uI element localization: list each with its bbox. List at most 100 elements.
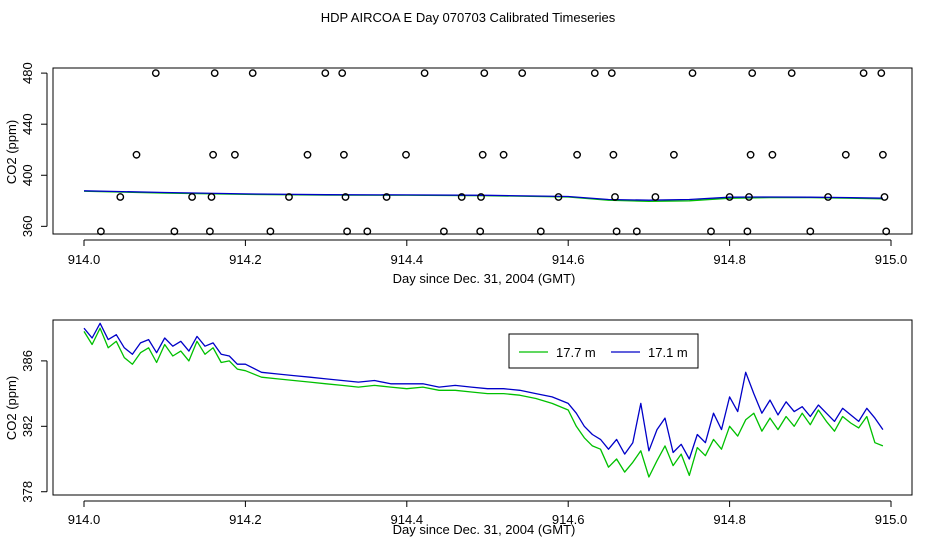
- top-x-axis-label: Day since Dec. 31, 2004 (GMT): [393, 271, 576, 286]
- top-y-axis: 360 400 440 480: [20, 62, 48, 237]
- x-tick-label: 915.0: [875, 512, 908, 527]
- calibration-point: [303, 150, 312, 159]
- bottom-y-axis-label: CO2 (ppm): [4, 376, 19, 440]
- calibration-point: [573, 150, 581, 159]
- y-tick-label: 440: [20, 113, 35, 135]
- calibration-point: [590, 69, 599, 78]
- y-tick-label: 360: [20, 215, 35, 237]
- y-tick-label: 400: [20, 164, 35, 186]
- calibration-point: [745, 193, 753, 201]
- calibration-point: [768, 150, 777, 159]
- calibration-point: [151, 69, 160, 78]
- calibration-point: [651, 193, 660, 201]
- calibration-point: [554, 193, 563, 201]
- bottom-x-axis-label: Day since Dec. 31, 2004 (GMT): [393, 522, 576, 537]
- x-tick-label: 914.8: [713, 512, 746, 527]
- calibration-point: [321, 69, 330, 78]
- calibration-point: [743, 227, 752, 236]
- calibration-point: [609, 150, 618, 159]
- calibration-point: [877, 69, 886, 78]
- top-series-group: [83, 190, 883, 203]
- calibration-point: [343, 227, 351, 236]
- calibration-point: [787, 69, 796, 78]
- calibration-point: [480, 69, 489, 78]
- calibration-point: [536, 227, 545, 236]
- calibration-point: [420, 69, 429, 78]
- x-tick-label: 914.2: [229, 252, 262, 267]
- calibration-point: [207, 193, 216, 201]
- y-tick-label: 386: [20, 350, 35, 372]
- calibration-point: [116, 193, 125, 201]
- bottom-chart-panel: 914.0 914.2 914.4 914.6 914.8 915.0 378 382 386…: [4, 319, 913, 537]
- legend-label-17-7: 17.7 m: [556, 345, 596, 360]
- y-tick-label: 378: [20, 481, 35, 503]
- bottom-series-group: [83, 322, 884, 478]
- x-tick-label: 915.0: [875, 252, 908, 267]
- calibration-point: [266, 227, 275, 236]
- x-tick-label: 914.0: [68, 252, 101, 267]
- legend-box: [508, 333, 699, 369]
- calibration-point: [612, 227, 621, 236]
- calibration-point: [341, 193, 350, 201]
- x-tick-label: 914.2: [229, 512, 262, 527]
- calibration-point: [707, 227, 715, 236]
- bottom-x-axis: 914.0 914.2 914.4 914.6 914.8 915.0: [68, 500, 908, 527]
- calibration-point: [230, 150, 239, 159]
- calibration-point: [746, 150, 755, 159]
- bottom-plot-frame: [52, 319, 913, 496]
- top-chart-panel: 914.0 914.2 914.4 914.6 914.8 915.0 360 400 440…: [4, 62, 913, 286]
- calibration-point: [477, 193, 485, 201]
- calibration-point: [688, 69, 697, 78]
- calibration-point: [188, 193, 197, 201]
- x-tick-label: 914.6: [552, 512, 585, 527]
- legend: 17.7 m 17.1 m: [508, 333, 699, 369]
- x-tick-label: 914.4: [391, 252, 424, 267]
- calibration-point: [478, 150, 487, 159]
- calibration-point: [824, 193, 832, 201]
- top-y-axis-label: CO2 (ppm): [4, 120, 19, 184]
- calibration-point: [841, 150, 850, 159]
- x-tick-label: 914.6: [552, 252, 585, 267]
- calibration-point: [882, 227, 891, 236]
- series-line-17-1-m: [83, 322, 884, 460]
- calibration-point: [205, 227, 214, 236]
- x-tick-label: 914.4: [391, 512, 424, 527]
- calibration-point: [748, 69, 757, 78]
- calibration-point: [170, 227, 179, 236]
- calibration-point: [607, 69, 616, 78]
- y-tick-label: 382: [20, 415, 35, 437]
- figure-title: HDP AIRCOA E Day 070703 Calibrated Times…: [321, 10, 616, 25]
- calibration-point: [248, 69, 257, 78]
- calibration-point: [210, 69, 219, 78]
- calibration-point: [285, 193, 293, 201]
- calibration-point: [209, 150, 218, 159]
- calibration-point: [439, 227, 448, 236]
- calibration-point: [338, 69, 347, 78]
- calibration-point: [457, 193, 466, 201]
- calibration-point: [879, 150, 887, 159]
- top-calibration-points: [97, 69, 891, 236]
- calibration-point: [859, 69, 868, 78]
- calibration-point: [880, 193, 889, 201]
- calibration-point: [363, 227, 372, 236]
- calibration-point: [518, 69, 527, 78]
- calibration-point: [499, 150, 508, 159]
- calibration-point: [339, 150, 348, 159]
- x-tick-label: 914.8: [713, 252, 746, 267]
- calibration-point: [725, 193, 734, 201]
- series-line-17-1-m: [83, 190, 883, 201]
- calibration-point: [611, 193, 619, 201]
- top-x-axis: 914.0 914.2 914.4 914.6 914.8 915.0: [68, 239, 908, 267]
- calibration-point: [476, 227, 485, 236]
- calibration-point: [382, 193, 391, 201]
- calibration-point: [670, 150, 678, 159]
- legend-label-17-1: 17.1 m: [648, 345, 688, 360]
- y-tick-label: 480: [20, 62, 35, 84]
- calibration-point: [97, 227, 105, 236]
- x-tick-label: 914.0: [68, 512, 101, 527]
- calibration-point: [132, 150, 141, 159]
- calibration-point: [806, 227, 815, 236]
- series-line-17-7-m: [83, 327, 884, 478]
- calibration-point: [632, 227, 641, 236]
